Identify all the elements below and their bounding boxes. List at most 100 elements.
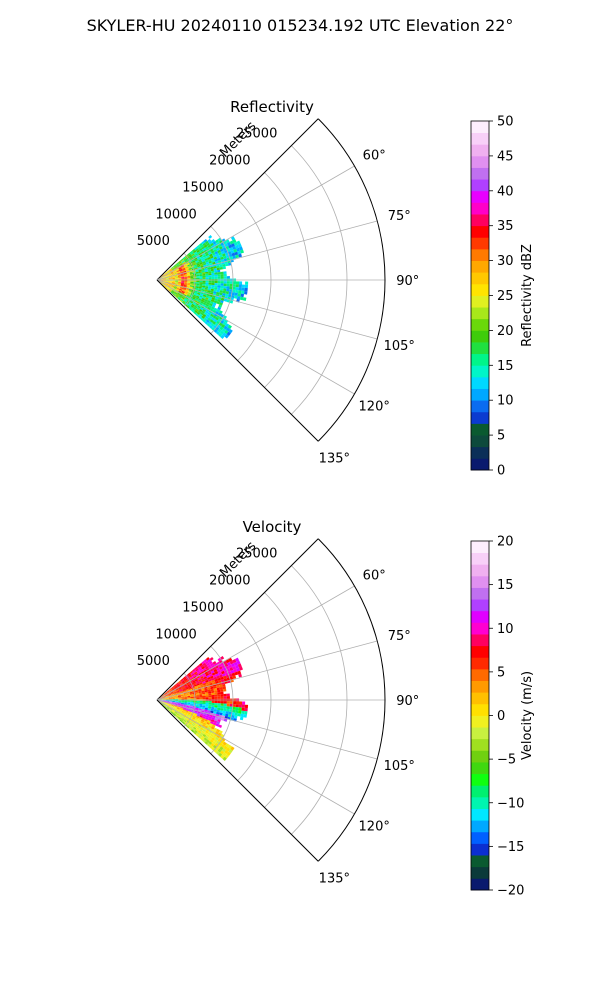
field-cell [181,280,185,282]
field-cell [223,281,227,284]
field-cell [199,682,203,685]
field-cell [183,299,187,303]
field-cell [217,259,222,264]
field-cell [204,689,209,693]
field-cell [205,271,209,274]
field-cell [221,670,225,675]
field-cell [224,754,229,759]
field-cell [201,297,206,301]
azimuth-tick-label: 90° [396,694,419,709]
field-cell [196,704,200,707]
field-cell [159,697,163,699]
field-cell [236,240,241,245]
field-cell [211,270,215,274]
field-cell [175,702,179,704]
field-cell [191,308,196,312]
field-cell [211,706,215,710]
field-cell [175,700,179,702]
field-cell [213,248,218,253]
field-cell [199,692,203,695]
field-cell [189,691,193,694]
azimuth-spoke [156,640,378,701]
field-cell [175,709,179,713]
field-cell [205,280,209,283]
field-cell [231,252,236,257]
field-cell [223,703,227,707]
field-cell [212,729,217,734]
field-cell [168,273,172,276]
field-cell [168,268,172,271]
field-cell [210,322,215,327]
field-cell [174,285,178,288]
field-cell [173,286,178,288]
field-cell [165,701,169,703]
field-cell [169,689,173,692]
field-cell [168,274,172,277]
field-cell [174,695,178,698]
field-cell [213,318,218,323]
field-cell [228,749,233,754]
field-cell [214,718,218,722]
field-cell [171,704,175,707]
field-cell [162,702,166,705]
field-cell [172,701,176,703]
colorbar-segment [471,202,489,215]
field-cell [188,290,192,293]
field-cell [178,291,182,294]
field-cell [170,692,174,694]
field-cell [193,725,198,729]
field-cell [196,280,200,283]
field-cell [196,273,200,276]
field-cell [166,287,170,290]
field-cell [238,707,242,711]
colorbar-segment [471,342,489,355]
colorbar-tick-label: 20 [497,535,514,550]
field-cell [208,304,212,309]
field-cell [171,275,175,278]
field-cell [220,256,224,260]
colorbar-tick-label: 20 [497,324,514,339]
field-cell [206,308,210,312]
field-cell [172,700,176,701]
field-cell [212,666,217,671]
field-cell [198,313,203,318]
field-cell [209,723,213,727]
field-cell [185,290,189,293]
field-cell [207,258,212,262]
field-cell [197,712,201,716]
field-cell [222,255,227,260]
field-cell [202,722,207,726]
field-cell [203,312,208,316]
field-cell [244,707,248,712]
field-cell [202,302,207,306]
field-cell [193,675,197,679]
field-cell [235,664,239,669]
field-cell [214,258,218,262]
field-cell [160,700,164,701]
field-cell [166,691,170,694]
sector-edge [156,538,319,701]
field-cell [214,705,218,708]
field-cell [170,706,174,709]
field-cell [193,714,197,717]
field-cell [190,280,194,282]
colorbar-segment [471,214,489,227]
field-cell [238,673,242,678]
field-cell [217,707,221,711]
field-cell [204,718,208,722]
field-cell [202,296,206,299]
field-cell [195,271,200,274]
field-cell [162,275,166,278]
field-cell [168,282,172,284]
field-cell [189,726,193,730]
field-cell [166,698,170,699]
field-cell [201,287,206,290]
field-cell [244,290,248,295]
colorbar-segment [471,552,489,565]
field-cell [175,697,179,699]
field-cell [186,708,190,710]
field-cell [208,277,212,280]
field-cell [180,712,184,716]
field-cell [210,242,214,247]
field-cell [177,292,181,296]
